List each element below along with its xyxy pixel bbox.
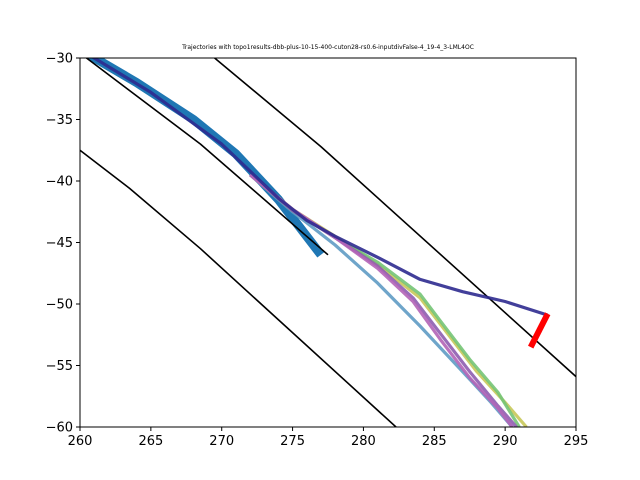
- goal-marker-line: [528, 312, 551, 349]
- plot-lines: [80, 58, 576, 427]
- y-tick-label: −50: [46, 298, 73, 313]
- lane-boundary-line-3: [80, 149, 397, 427]
- y-tick-label: −35: [46, 113, 73, 128]
- x-tick-label: 270: [209, 434, 234, 449]
- x-tick-label: 290: [493, 434, 518, 449]
- x-tick-label: 280: [351, 434, 376, 449]
- y-tick-label: −30: [46, 52, 73, 67]
- lane-boundary-line-1: [214, 58, 576, 378]
- plot-background: [80, 58, 576, 427]
- x-tick-label: 275: [280, 434, 305, 449]
- y-tick-label: −40: [46, 175, 73, 190]
- trajectory-line-6: [91, 58, 549, 317]
- chart-title: Trajectories with topo1results-dbb-plus-…: [181, 44, 474, 51]
- x-axis: 260 265 270 275 280 285 290 295: [68, 427, 589, 449]
- x-tick-label: 285: [422, 434, 447, 449]
- lane-boundary-line-2: [85, 58, 329, 256]
- x-tick-label: 295: [564, 434, 589, 449]
- y-tick-label: −60: [46, 421, 73, 436]
- y-axis: −30 −35 −40 −45 −50 −55 −60: [46, 52, 80, 436]
- x-tick-label: 265: [138, 434, 163, 449]
- y-tick-label: −55: [46, 359, 73, 374]
- x-tick-label: 260: [68, 434, 93, 449]
- y-tick-label: −45: [46, 236, 73, 251]
